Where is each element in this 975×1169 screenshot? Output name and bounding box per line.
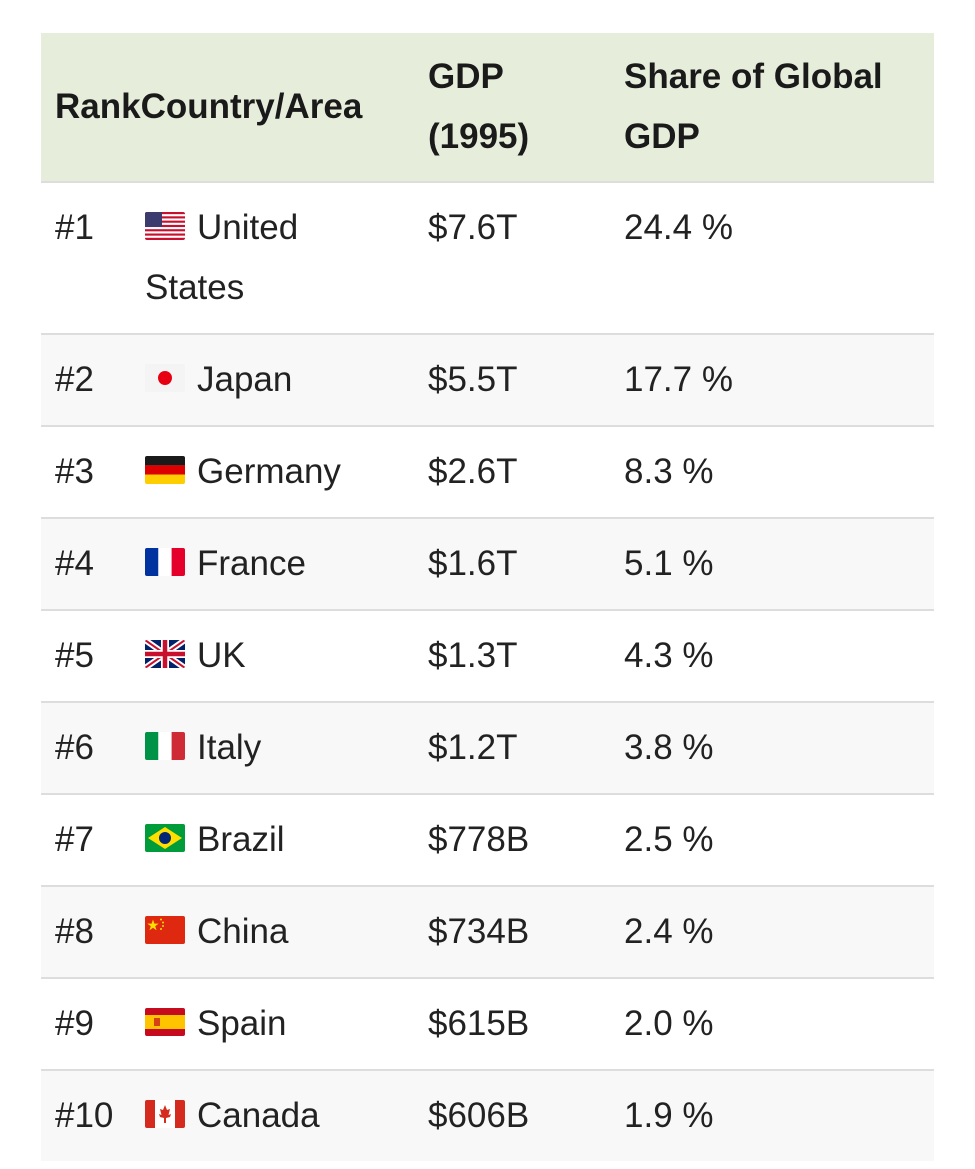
rank-cell: #4: [41, 517, 127, 610]
country-name: France: [197, 544, 306, 583]
country-cell: Japan: [127, 333, 410, 426]
table-row: #10 Canada $606B 1.9 %: [41, 1069, 934, 1161]
country-name: United States: [145, 208, 299, 307]
rank-cell: #3: [41, 425, 127, 518]
italy-flag-icon: [145, 732, 185, 760]
gdp-cell: $1.6T: [410, 517, 606, 610]
france-flag-icon: [145, 548, 185, 576]
rank-cell: #6: [41, 701, 127, 794]
table-row: #8 China $734B 2.4 %: [41, 885, 934, 978]
share-cell: 17.7 %: [606, 333, 934, 426]
gdp-cell: $1.2T: [410, 701, 606, 794]
share-cell: 2.4 %: [606, 885, 934, 978]
country-name: Japan: [197, 360, 293, 399]
share-cell: 24.4 %: [606, 181, 934, 334]
table-body: #1 United States $7.6T: [41, 181, 934, 1161]
gdp-cell: $778B: [410, 793, 606, 886]
gdp-ranking-table: RankCountry/Area GDP (1995) Share of Glo…: [41, 33, 934, 1161]
table-row: #5 UK $1.3T 4.3 %: [41, 609, 934, 702]
canada-flag-icon: [145, 1100, 185, 1128]
germany-flag-icon: [145, 456, 185, 484]
table-row: #7 Brazil $778B 2.5 %: [41, 793, 934, 886]
country-name: Germany: [197, 452, 341, 491]
share-cell: 1.9 %: [606, 1069, 934, 1161]
country-name: Spain: [197, 1004, 287, 1043]
country-name: Brazil: [197, 820, 285, 859]
rank-cell: #7: [41, 793, 127, 886]
country-name: China: [197, 912, 289, 951]
share-cell: 3.8 %: [606, 701, 934, 794]
gdp-cell: $1.3T: [410, 609, 606, 702]
gdp-cell: $734B: [410, 885, 606, 978]
japan-flag-icon: [145, 364, 185, 392]
table-row: #6 Italy $1.2T 3.8 %: [41, 701, 934, 794]
uk-flag-icon: [145, 640, 185, 668]
header-rank-country[interactable]: RankCountry/Area: [41, 33, 410, 182]
country-name: Italy: [197, 728, 262, 767]
table-row: #3 Germany $2.6T 8.3 %: [41, 425, 934, 518]
country-cell: China: [127, 885, 410, 978]
gdp-cell: $5.5T: [410, 333, 606, 426]
country-cell: Brazil: [127, 793, 410, 886]
gdp-cell: $7.6T: [410, 181, 606, 334]
table-row: #4 France $1.6T 5.1 %: [41, 517, 934, 610]
header-country: Country/Area: [140, 87, 363, 126]
china-flag-icon: [145, 916, 185, 944]
rank-cell: #2: [41, 333, 127, 426]
header-rank: Rank: [55, 87, 141, 126]
gdp-cell: $615B: [410, 977, 606, 1070]
table-row: #9 Spain $615B 2.0 %: [41, 977, 934, 1070]
country-cell: Spain: [127, 977, 410, 1070]
country-cell: Italy: [127, 701, 410, 794]
rank-cell: #8: [41, 885, 127, 978]
share-cell: 2.5 %: [606, 793, 934, 886]
country-cell: France: [127, 517, 410, 610]
rank-cell: #5: [41, 609, 127, 702]
header-gdp[interactable]: GDP (1995): [410, 33, 606, 182]
table-header: RankCountry/Area GDP (1995) Share of Glo…: [41, 33, 934, 182]
share-cell: 2.0 %: [606, 977, 934, 1070]
country-cell: Germany: [127, 425, 410, 518]
country-cell: United States: [127, 181, 410, 334]
us-flag-icon: [145, 212, 185, 240]
rank-cell: #10: [41, 1069, 127, 1161]
country-cell: UK: [127, 609, 410, 702]
brazil-flag-icon: [145, 824, 185, 852]
rank-cell: #1: [41, 181, 127, 334]
header-row: RankCountry/Area GDP (1995) Share of Glo…: [41, 33, 934, 182]
share-cell: 8.3 %: [606, 425, 934, 518]
rank-cell: #9: [41, 977, 127, 1070]
spain-flag-icon: [145, 1008, 185, 1036]
share-cell: 4.3 %: [606, 609, 934, 702]
gdp-cell: $606B: [410, 1069, 606, 1161]
table-row: #2 Japan $5.5T 17.7 %: [41, 333, 934, 426]
country-cell: Canada: [127, 1069, 410, 1161]
country-name: UK: [197, 636, 246, 675]
share-cell: 5.1 %: [606, 517, 934, 610]
header-share[interactable]: Share of Global GDP: [606, 33, 934, 182]
gdp-cell: $2.6T: [410, 425, 606, 518]
country-name: Canada: [197, 1096, 320, 1135]
table-row: #1 United States $7.6T: [41, 181, 934, 334]
